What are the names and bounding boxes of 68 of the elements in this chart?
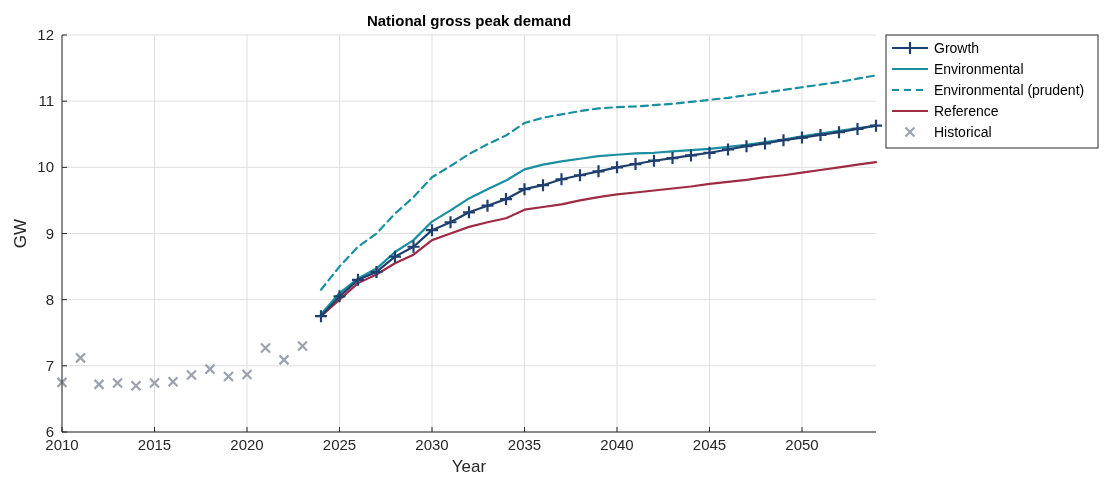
y-axis-title: GW (11, 218, 30, 249)
y-tick-label: 10 (37, 158, 54, 176)
point (130, 380, 142, 392)
line-series (319, 74, 878, 291)
point (591, 164, 606, 179)
point (93, 378, 105, 390)
point (739, 139, 754, 154)
legend-label: Historical (934, 124, 992, 140)
point (74, 352, 87, 364)
point (757, 136, 773, 151)
point (167, 376, 179, 388)
point (702, 145, 717, 160)
point (278, 354, 290, 366)
y-tick-label: 9 (45, 224, 54, 242)
point (56, 376, 68, 388)
point (776, 133, 791, 148)
point (480, 198, 495, 213)
x-tick-label: 2045 (692, 436, 727, 453)
point (720, 142, 736, 157)
point (535, 178, 551, 193)
point (185, 369, 198, 381)
legend-label: Growth (934, 40, 980, 56)
point (813, 127, 828, 143)
point (646, 153, 662, 168)
point (572, 168, 588, 183)
y-tick-label: 8 (45, 290, 54, 308)
legend-label: Environmental (934, 61, 1024, 77)
x-tick-label: 2015 (137, 436, 172, 453)
y-tick-label: 12 (37, 26, 54, 43)
point (406, 239, 421, 254)
chart-title: National gross peak demand (366, 12, 572, 29)
point (609, 160, 625, 175)
point (498, 191, 514, 207)
point (369, 264, 384, 279)
point (241, 368, 253, 381)
point (259, 342, 272, 354)
x-tick-label: 2035 (507, 436, 542, 453)
x-tick-label: 2040 (600, 436, 634, 453)
point (794, 130, 810, 145)
point (148, 377, 161, 389)
point (517, 182, 532, 197)
point (443, 215, 458, 230)
point (831, 125, 847, 140)
point (350, 272, 366, 287)
x-tick-label: 2030 (415, 436, 449, 453)
legend-label: Reference (934, 103, 999, 119)
point (424, 223, 440, 238)
point (554, 172, 569, 187)
x-tick-label: 2050 (785, 436, 819, 453)
point (296, 340, 309, 352)
point (313, 309, 329, 324)
x-tick-label: 2020 (230, 436, 264, 453)
point (683, 148, 699, 163)
point (868, 118, 884, 133)
point (387, 249, 403, 264)
point (111, 377, 124, 389)
y-tick-label: 7 (45, 356, 54, 374)
point (461, 205, 477, 220)
point (204, 363, 216, 375)
x-axis-title: Year (451, 457, 487, 476)
point (628, 156, 643, 172)
point (850, 121, 865, 137)
point (665, 150, 680, 166)
point (222, 370, 235, 383)
legend-label: Environmental (prudent) (934, 82, 1085, 98)
x-tick-label: 2025 (322, 436, 357, 453)
point (332, 289, 347, 304)
y-tick-label: 11 (38, 92, 54, 110)
